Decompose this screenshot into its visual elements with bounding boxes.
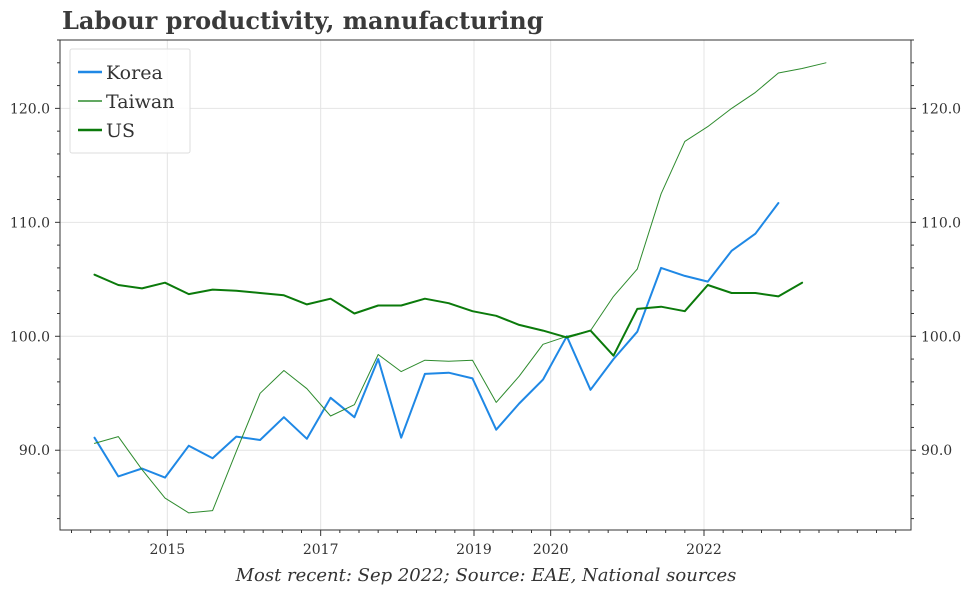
x-tick-label: 2017 (303, 542, 339, 558)
x-tick-label: 2015 (150, 542, 186, 558)
y-tick-label-right: 120.0 (921, 101, 961, 117)
legend-box (69, 48, 191, 154)
y-tick-label-right: 100.0 (921, 329, 961, 345)
source-footnote: Most recent: Sep 2022; Source: EAE, Nati… (235, 565, 737, 586)
y-tick-label-right: 110.0 (921, 215, 961, 231)
y-tick-label-left: 110.0 (10, 215, 50, 231)
axes: 90.0 90.0 100.0 100.0 110.0 110.0 120.0 120.0 20… (10, 39, 961, 558)
legend-label-korea: Korea (106, 62, 163, 84)
y-tick-label-left: 100.0 (10, 329, 50, 345)
y-tick-label-left: 90.0 (19, 443, 50, 459)
chart-title: Labour productivity, manufacturing (62, 6, 544, 35)
series-line-taiwan (94, 62, 827, 514)
series-lines (93, 62, 827, 514)
x-tick-label: 2020 (533, 542, 569, 558)
grid-lines (60, 40, 911, 530)
series-line-korea (93, 202, 780, 479)
x-tick-label: 2022 (686, 542, 722, 558)
legend-label-us: US (106, 120, 135, 142)
y-tick-label-left: 120.0 (10, 101, 50, 117)
y-tick-label-right: 90.0 (921, 443, 952, 459)
series-line-us (93, 273, 804, 357)
x-tick-label: 2019 (456, 542, 492, 558)
legend: Korea Taiwan US (69, 48, 191, 154)
legend-label-taiwan: Taiwan (106, 91, 174, 113)
plot-frame (59, 39, 912, 531)
